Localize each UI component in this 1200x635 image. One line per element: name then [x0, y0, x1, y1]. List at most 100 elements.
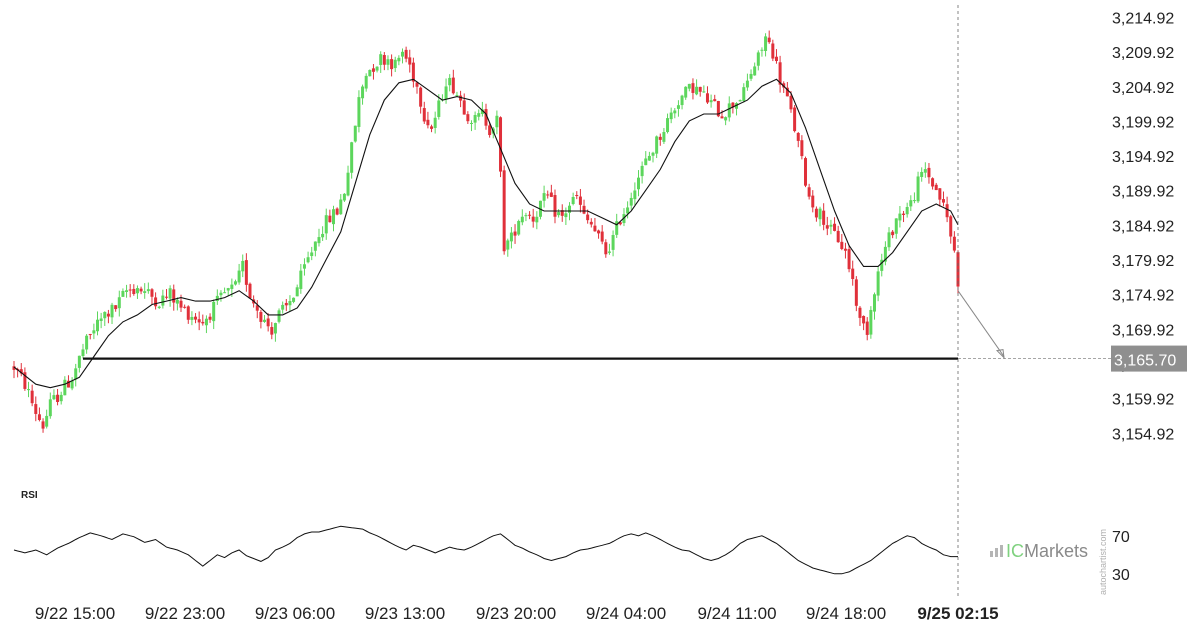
candle-body: [705, 93, 709, 103]
candle-body: [342, 193, 346, 201]
candle-body: [103, 311, 107, 319]
candle-body: [647, 155, 651, 161]
candle: [371, 64, 375, 80]
x-tick-label: 9/23 20:00: [476, 604, 556, 623]
candle: [887, 227, 891, 251]
candle: [128, 284, 132, 298]
candle-body: [589, 221, 593, 225]
candle-body: [691, 83, 695, 93]
x-tick-label: 9/24 18:00: [806, 604, 886, 623]
brand-suffix: Markets: [1024, 541, 1088, 561]
candle-body: [843, 248, 847, 251]
candle-body: [658, 136, 662, 140]
candle-body: [698, 86, 702, 92]
candle: [143, 283, 147, 299]
candle: [738, 99, 742, 102]
candle: [818, 206, 822, 227]
candle-body: [923, 169, 927, 173]
y-tick-label: 3,189.92: [1112, 184, 1174, 201]
candle: [357, 90, 361, 133]
candle-body: [190, 316, 194, 320]
candle-body: [720, 116, 724, 119]
candle: [223, 287, 227, 294]
candle-body: [419, 87, 423, 107]
rsi-label: RSI: [21, 490, 38, 501]
candle-body: [339, 199, 343, 215]
candle-body: [117, 297, 121, 309]
x-tick-label: 9/22 15:00: [35, 604, 115, 623]
candle-body: [96, 319, 100, 332]
candle-body: [375, 66, 379, 71]
candle: [760, 47, 764, 57]
candle-body: [851, 268, 855, 280]
candle-body: [767, 37, 771, 43]
candle: [321, 226, 325, 241]
candle-body: [651, 152, 655, 156]
candle-body: [168, 288, 172, 299]
candle: [241, 254, 245, 278]
candle: [640, 161, 644, 184]
candle: [157, 305, 161, 309]
candle-body: [749, 73, 753, 79]
candle-body: [945, 204, 949, 218]
candle-body: [66, 380, 70, 388]
candle: [70, 377, 74, 391]
candle-body: [411, 62, 415, 82]
candle-body: [883, 246, 887, 262]
candle-body: [836, 230, 840, 243]
candle-body: [266, 318, 270, 327]
candle-body: [549, 192, 553, 197]
moving-average-layer: [13, 78, 959, 389]
candle-body: [640, 165, 644, 177]
candle: [484, 103, 488, 130]
candle-body: [197, 319, 201, 323]
candle-body: [833, 223, 837, 231]
candle-body: [422, 108, 426, 122]
candle: [695, 79, 699, 96]
candle: [593, 217, 597, 232]
candle-body: [466, 114, 470, 122]
candle-body: [716, 101, 720, 117]
candle-body: [702, 91, 706, 93]
projection-arrow-head-icon: [995, 349, 1005, 359]
candle: [553, 189, 557, 224]
candle-body: [121, 290, 125, 297]
candle: [615, 213, 619, 238]
candle: [295, 284, 299, 297]
candle-body: [941, 199, 945, 203]
candle: [201, 314, 205, 326]
candle: [676, 100, 680, 117]
candle-body: [361, 86, 365, 99]
candle-body: [796, 132, 800, 141]
candle-body: [553, 195, 557, 217]
candle-body: [531, 216, 535, 222]
candle: [535, 211, 539, 230]
candle-body: [444, 86, 448, 100]
candle-body: [952, 236, 956, 251]
y-tick-label: 3,199.92: [1112, 114, 1174, 131]
candle: [655, 135, 659, 159]
candle: [531, 208, 535, 228]
candle-body: [99, 318, 103, 321]
candle-body: [408, 57, 412, 65]
candle-body: [578, 196, 582, 205]
candle-body: [669, 112, 673, 120]
candle: [23, 367, 27, 391]
candle: [335, 207, 339, 216]
candle-body: [248, 283, 252, 299]
candle-body: [74, 368, 78, 380]
candle: [386, 55, 390, 71]
watermark: ICMarkets autochartist.com: [990, 529, 1108, 595]
candle-body: [513, 231, 517, 236]
candle: [858, 305, 862, 326]
candle: [466, 111, 470, 124]
candle-body: [473, 115, 477, 123]
candle-body: [219, 292, 223, 296]
candle-body: [215, 295, 219, 302]
candle: [800, 135, 804, 160]
candle-body: [143, 291, 147, 293]
candle: [346, 165, 350, 197]
candle-body: [34, 404, 38, 414]
candle: [172, 284, 176, 311]
candle: [473, 111, 477, 130]
